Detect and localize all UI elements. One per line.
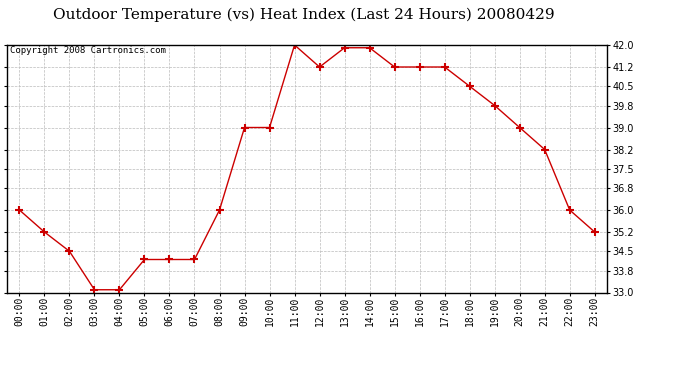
Text: Copyright 2008 Cartronics.com: Copyright 2008 Cartronics.com [10,46,166,55]
Text: Outdoor Temperature (vs) Heat Index (Last 24 Hours) 20080429: Outdoor Temperature (vs) Heat Index (Las… [53,8,554,22]
